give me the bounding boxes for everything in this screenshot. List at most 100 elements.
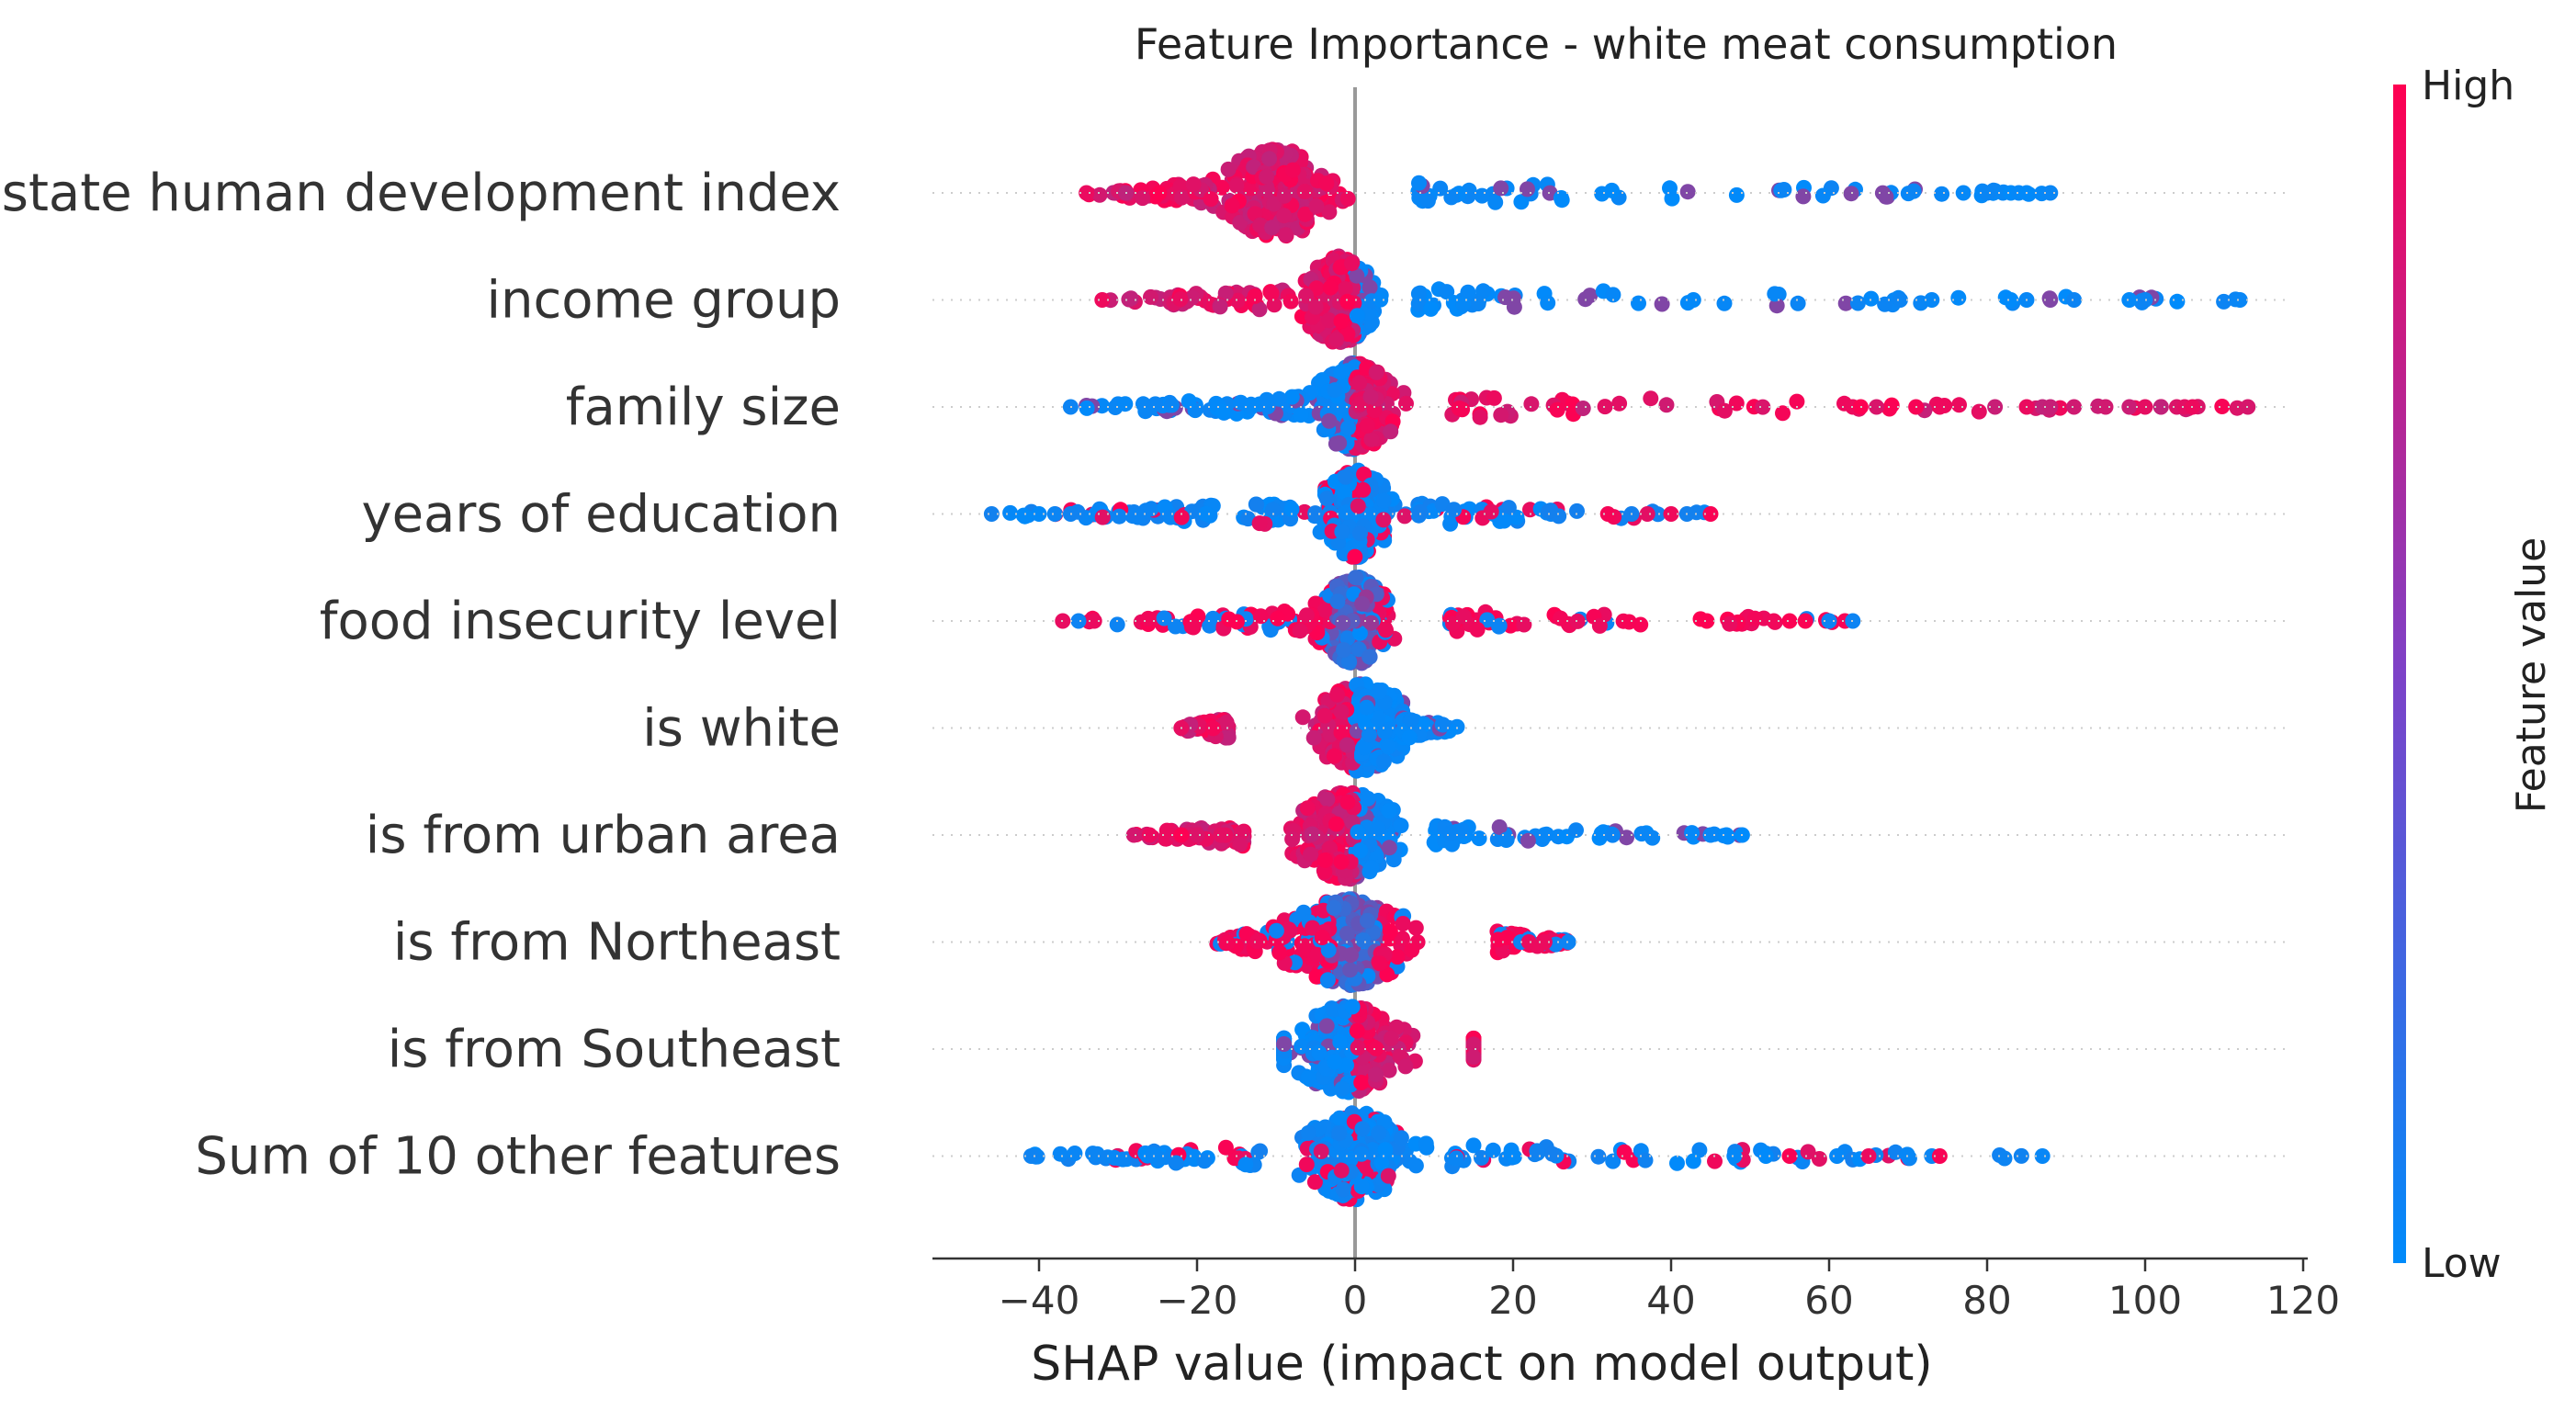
shap-point xyxy=(1520,181,1535,198)
shap-point xyxy=(1145,1146,1161,1163)
shap-point xyxy=(1185,176,1202,193)
feature-row xyxy=(1173,676,1465,779)
shap-point xyxy=(1294,709,1311,726)
feature-label: family size xyxy=(566,378,841,437)
shap-point xyxy=(1327,1054,1343,1070)
shap-point xyxy=(1276,1036,1293,1052)
shap-point xyxy=(1316,602,1333,618)
shap-point xyxy=(1341,654,1358,671)
shap-point xyxy=(1362,506,1379,523)
shap-point xyxy=(1079,185,1095,201)
shap-point xyxy=(1189,827,1205,843)
shap-point xyxy=(1284,831,1301,847)
shap-point xyxy=(1336,642,1352,658)
shap-point xyxy=(1455,296,1471,312)
shap-point xyxy=(2066,292,2083,308)
shap-point xyxy=(1318,1018,1335,1034)
shap-point xyxy=(2003,292,2019,308)
shap-point xyxy=(1401,729,1418,746)
shap-point xyxy=(1218,714,1235,730)
shap-point xyxy=(1506,290,1521,307)
shap-point xyxy=(1486,389,1502,406)
shap-point xyxy=(1276,187,1293,204)
shap-point xyxy=(1951,397,1967,413)
shap-point xyxy=(1311,1044,1328,1061)
shap-point xyxy=(1094,509,1111,525)
shap-point xyxy=(1350,498,1366,514)
shap-point xyxy=(1658,397,1675,413)
shap-point xyxy=(1869,399,1885,415)
shap-point xyxy=(1338,504,1354,521)
shap-point xyxy=(1685,1153,1701,1169)
shap-point xyxy=(1305,729,1322,746)
shap-point xyxy=(1361,279,1378,296)
feature-row xyxy=(1022,1105,2051,1208)
shap-point xyxy=(1147,396,1164,412)
shap-point xyxy=(2169,293,2186,310)
shap-point xyxy=(1213,827,1229,843)
shap-point xyxy=(1322,279,1339,296)
feature-row xyxy=(983,462,1719,565)
shap-point xyxy=(1996,1150,2013,1167)
feature-row xyxy=(1125,785,1750,887)
shap-point xyxy=(1335,615,1351,631)
shap-point xyxy=(1181,393,1197,410)
feature-label: food insecurity level xyxy=(320,592,841,651)
shap-point xyxy=(1337,484,1352,501)
shap-point xyxy=(1326,748,1342,764)
shap-point xyxy=(1560,934,1576,950)
shap-point xyxy=(1795,188,1812,205)
shap-point xyxy=(1143,288,1158,305)
shap-point xyxy=(1348,570,1364,586)
shap-point xyxy=(1333,853,1350,870)
shap-point xyxy=(1217,285,1234,301)
shap-point xyxy=(1472,409,1488,425)
shap-point xyxy=(1263,285,1280,301)
shap-point xyxy=(1924,292,1940,308)
feature-label: Sum of 10 other features xyxy=(195,1127,841,1187)
shap-point xyxy=(2042,185,2059,201)
shap-point xyxy=(1905,183,1922,199)
shap-point xyxy=(1070,613,1087,629)
shap-point xyxy=(1168,1155,1184,1171)
shap-point xyxy=(1410,295,1427,311)
shap-point xyxy=(1718,827,1734,843)
shap-point xyxy=(1086,613,1102,629)
shap-point xyxy=(1363,860,1380,876)
shap-point xyxy=(1233,825,1249,841)
shap-point xyxy=(1381,803,1397,819)
x-tick-label: −40 xyxy=(999,1278,1080,1323)
shap-point xyxy=(1569,613,1586,629)
shap-point xyxy=(1662,180,1678,197)
shap-point xyxy=(1597,399,1613,415)
shap-point xyxy=(1493,180,1509,197)
shap-point xyxy=(1352,842,1368,859)
shap-point xyxy=(1156,610,1172,626)
shap-point xyxy=(1491,818,1508,835)
feature-row xyxy=(1079,141,2059,244)
shap-point xyxy=(1378,622,1394,638)
shap-point xyxy=(1317,852,1333,868)
feature-label: is white xyxy=(642,699,841,759)
shap-point xyxy=(1359,912,1375,929)
shap-point xyxy=(1205,720,1222,737)
x-tick-label: 40 xyxy=(1646,1278,1695,1323)
shap-point xyxy=(2121,292,2138,308)
shap-point xyxy=(1252,217,1269,233)
shap-point xyxy=(1299,800,1316,817)
shap-point xyxy=(1300,1069,1316,1086)
shap-point xyxy=(1212,299,1228,315)
shap-point xyxy=(1185,619,1202,636)
x-tick-label: 0 xyxy=(1343,1278,1368,1323)
shap-point xyxy=(1237,1157,1254,1173)
shap-point xyxy=(1224,198,1240,214)
shap-point xyxy=(1109,616,1125,633)
shap-point xyxy=(1383,1030,1399,1046)
x-axis-title: SHAP value (impact on model output) xyxy=(1031,1337,1932,1392)
shap-point xyxy=(1298,288,1314,304)
shap-point xyxy=(1303,846,1319,863)
shap-point xyxy=(1934,186,1950,202)
feature-label: income group xyxy=(486,271,841,331)
shap-point xyxy=(1568,822,1584,839)
